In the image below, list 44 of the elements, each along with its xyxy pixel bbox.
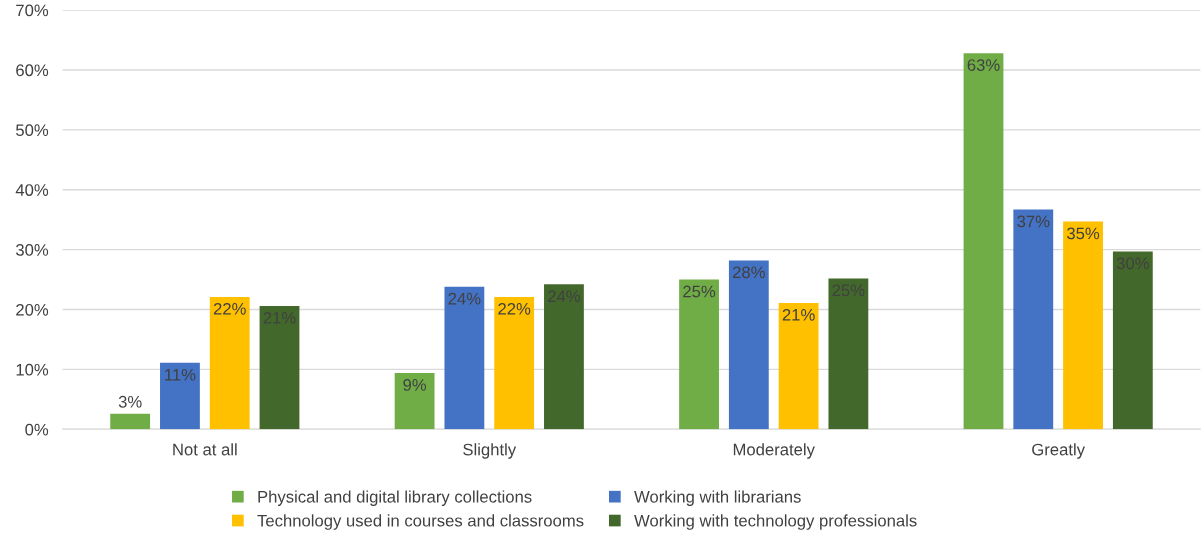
bar bbox=[1013, 209, 1054, 430]
data-label: 37% bbox=[1017, 215, 1050, 228]
bar bbox=[494, 296, 535, 430]
data-label: 63% bbox=[967, 59, 1000, 71]
data-label: 22% bbox=[498, 302, 531, 315]
bar bbox=[110, 413, 151, 430]
data-label: 35% bbox=[1067, 227, 1100, 240]
x-tick-label: Slightly bbox=[463, 443, 517, 459]
data-label: 11% bbox=[165, 368, 196, 381]
legend-label: Physical and digital library collections bbox=[258, 490, 532, 506]
bar bbox=[394, 373, 435, 430]
y-tick-label: 30% bbox=[16, 244, 49, 256]
bar bbox=[160, 362, 200, 430]
y-tick-label: 60% bbox=[16, 64, 49, 77]
x-tick-label: Moderately bbox=[733, 443, 815, 459]
bar bbox=[778, 302, 819, 430]
bar bbox=[259, 305, 300, 430]
bar bbox=[1063, 221, 1103, 430]
legend-label: Technology used in courses and classrooms bbox=[257, 514, 584, 530]
data-label: 3% bbox=[118, 395, 142, 408]
data-label: 21% bbox=[782, 308, 815, 321]
bar bbox=[728, 260, 769, 430]
bar bbox=[444, 286, 485, 430]
y-tick-label: 70% bbox=[16, 4, 49, 17]
data-label: 22% bbox=[213, 302, 246, 315]
y-tick-label: 10% bbox=[16, 363, 49, 376]
y-tick-label: 50% bbox=[16, 124, 49, 137]
bar bbox=[209, 296, 250, 430]
bar bbox=[828, 278, 869, 430]
y-tick-label: 40% bbox=[15, 184, 49, 196]
data-label: 25% bbox=[683, 285, 716, 298]
bar bbox=[963, 53, 1004, 430]
y-tick-label: 0% bbox=[25, 423, 49, 436]
x-tick-label: Greatly bbox=[1032, 443, 1085, 459]
bar bbox=[679, 279, 719, 430]
legend-label: Working with librarians bbox=[634, 490, 801, 506]
data-label: 24% bbox=[448, 292, 481, 305]
y-tick-label: 20% bbox=[16, 303, 49, 316]
bar bbox=[1112, 251, 1153, 430]
data-label: 28% bbox=[732, 266, 765, 279]
data-label: 9% bbox=[403, 379, 427, 391]
x-tick-label: Not at all bbox=[173, 443, 237, 456]
legend-label: Working with technology professionals bbox=[634, 514, 917, 530]
bar bbox=[544, 284, 584, 430]
